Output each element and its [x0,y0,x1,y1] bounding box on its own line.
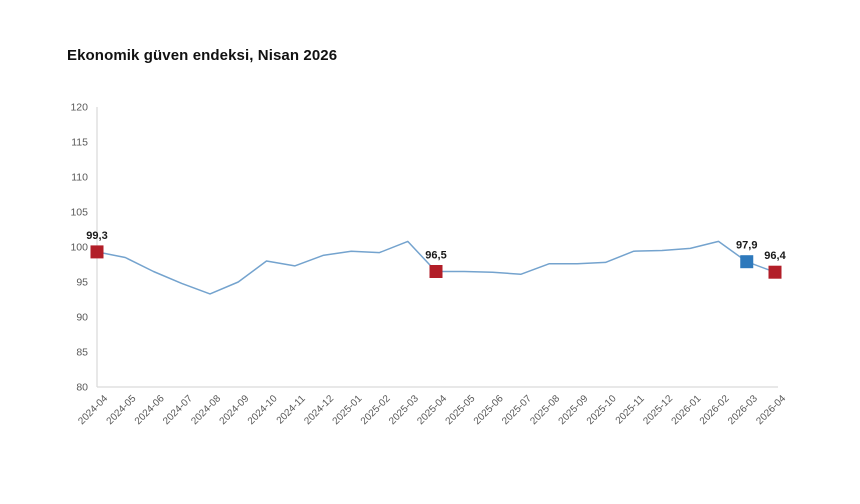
y-tick-label: 85 [76,347,88,359]
x-tick-label: 2025-12 [641,393,675,427]
y-tick-label: 120 [70,102,88,114]
x-tick-label: 2025-10 [585,393,619,427]
data-point-marker [740,255,754,269]
x-tick-label: 2026-03 [726,393,760,427]
x-tick-label: 2024-06 [133,393,167,427]
x-tick-label: 2025-06 [472,393,506,427]
x-tick-label: 2025-07 [500,393,534,427]
x-tick-label: 2024-09 [218,393,252,427]
x-tick-label: 2025-11 [614,393,648,427]
x-tick-label: 2026-02 [698,393,732,427]
x-tick-label: 2024-04 [76,393,110,427]
x-tick-label: 2024-07 [161,393,195,427]
x-tick-label: 2026-01 [670,393,704,427]
data-point-marker [429,265,443,278]
x-tick-label: 2025-08 [528,393,562,427]
y-tick-label: 115 [71,137,88,149]
y-tick-label: 110 [71,172,88,184]
x-tick-label: 2024-08 [189,393,223,427]
x-tick-label: 2024-11 [275,393,309,427]
x-tick-label: 2025-04 [415,393,449,427]
data-point-label: 96,4 [764,250,786,262]
x-tick-label: 2025-03 [387,393,421,427]
x-tick-label: 2025-09 [557,393,591,427]
x-tick-label: 2025-05 [444,393,478,427]
x-tick-label: 2024-05 [105,393,139,427]
data-point-label: 96,5 [425,250,446,262]
chart-title: Ekonomik güven endeksi, Nisan 2026 [67,47,338,64]
y-tick-label: 80 [76,382,88,394]
y-tick-label: 100 [70,242,88,254]
y-tick-label: 105 [70,207,88,219]
x-tick-label: 2025-01 [331,393,365,427]
y-tick-label: 95 [76,277,88,289]
y-tick-label: 90 [76,312,88,324]
x-tick-label: 2026-04 [754,393,788,427]
x-tick-label: 2024-10 [246,393,280,427]
data-point-label: 97,9 [736,240,757,252]
x-tick-label: 2025-02 [359,393,393,427]
x-tick-label: 2024-12 [302,393,336,427]
data-point-marker [90,245,104,259]
data-point-marker [768,265,782,279]
data-point-label: 99,3 [86,230,107,242]
